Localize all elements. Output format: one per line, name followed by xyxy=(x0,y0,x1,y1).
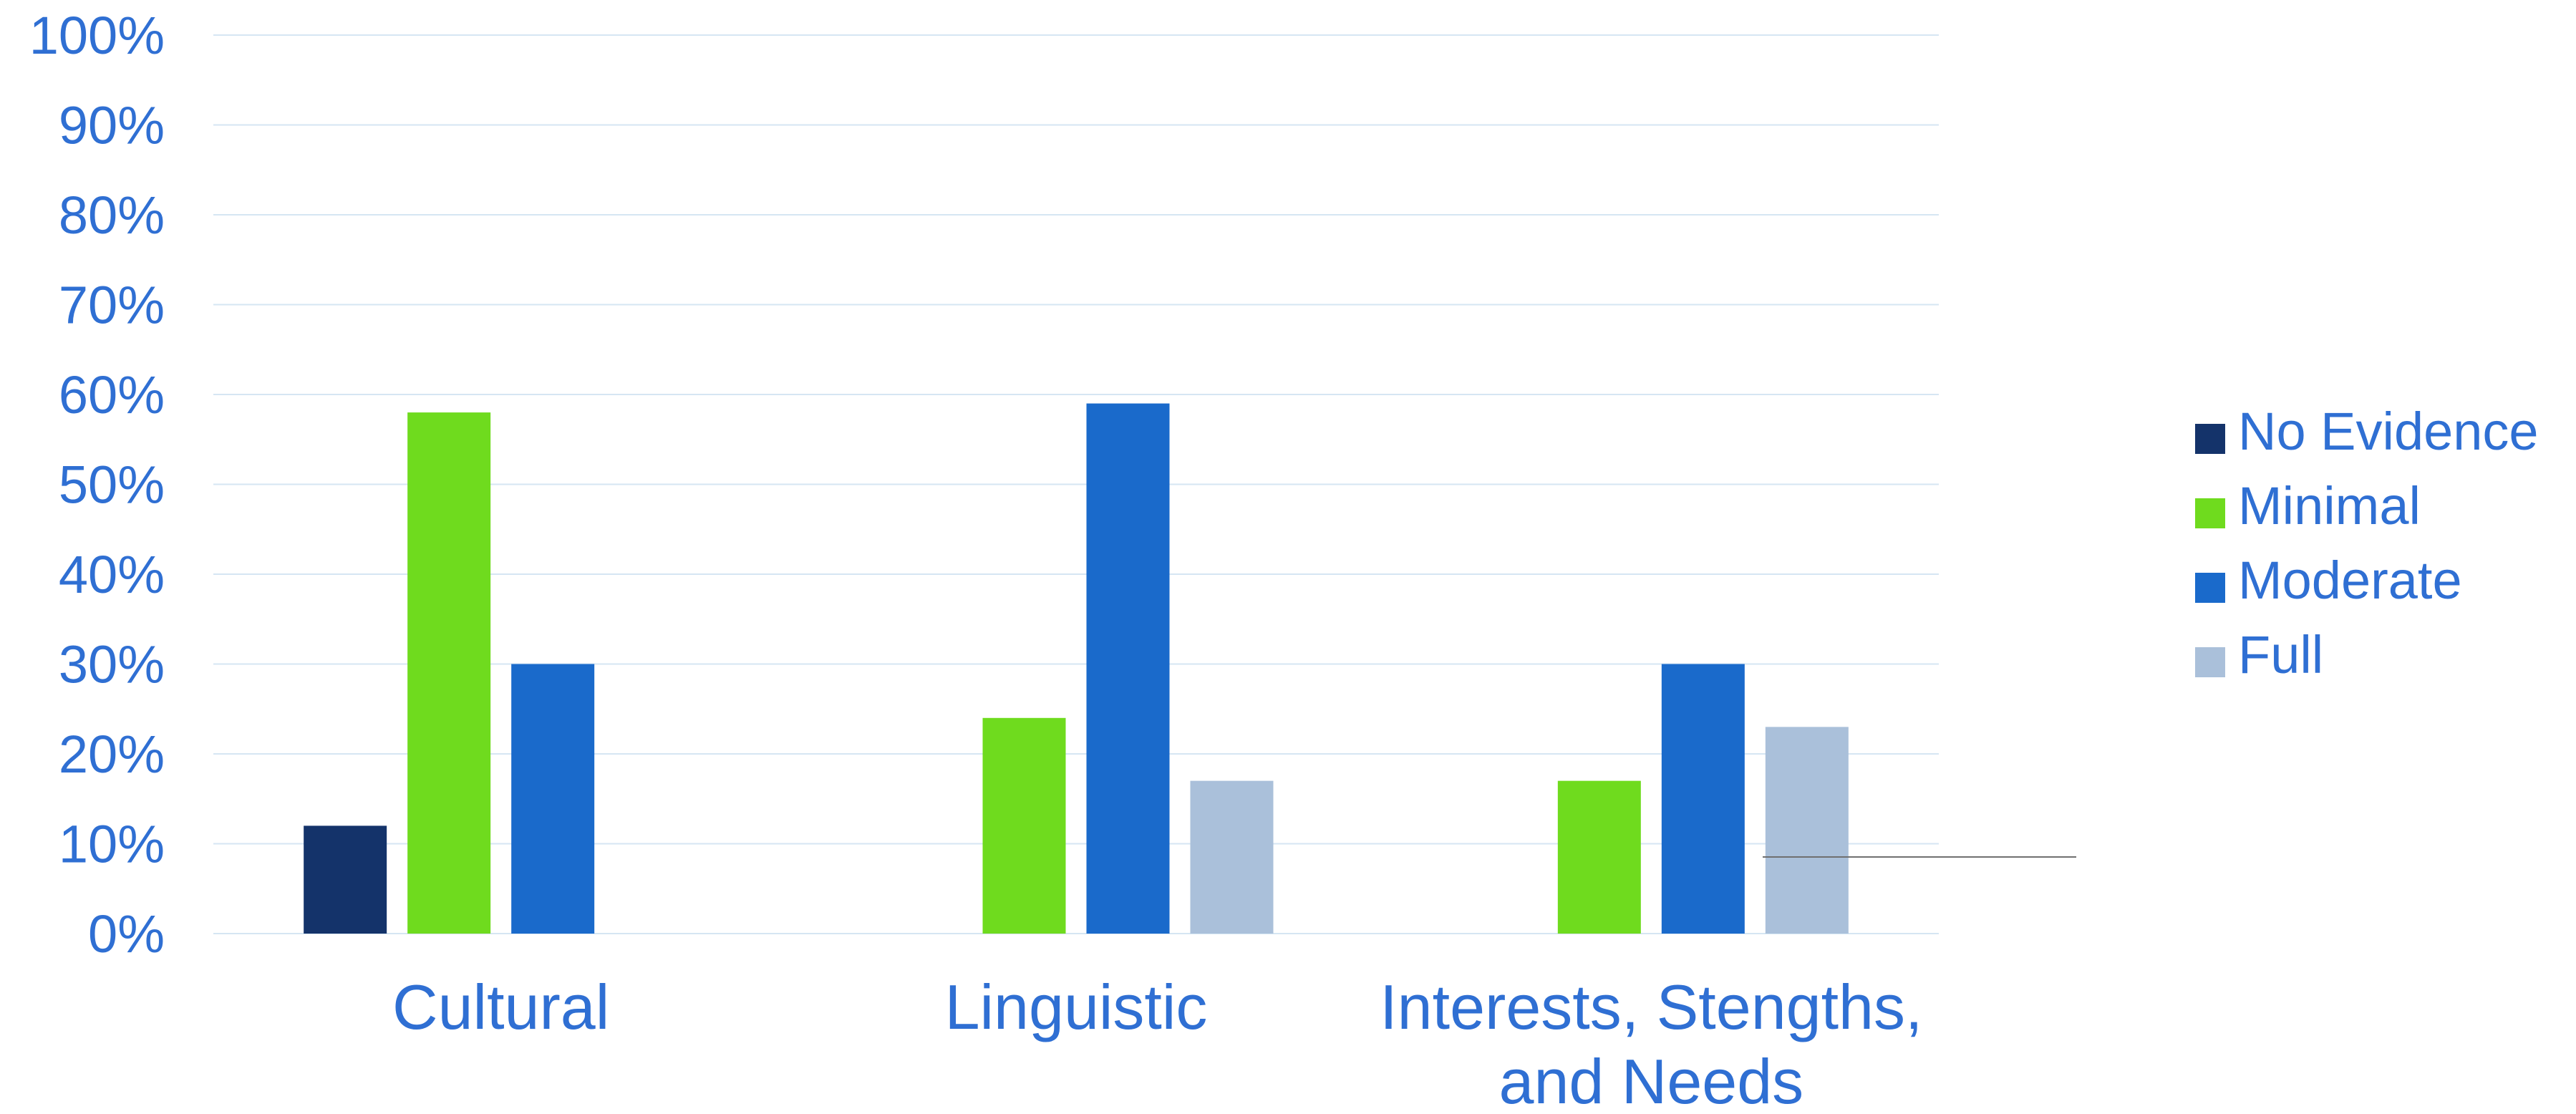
legend-swatch xyxy=(2195,647,2225,677)
y-tick-label: 10% xyxy=(59,815,165,874)
x-tick-label-line: Linguistic xyxy=(945,972,1208,1042)
x-tick-label-line: and Needs xyxy=(1499,1046,1804,1114)
legend-label: Full xyxy=(2238,625,2323,684)
bar xyxy=(1765,727,1849,934)
y-axis: 0% 10% 20% 30% 40% 50% 60% 70% 80% 90% 100% xyxy=(29,6,165,964)
y-tick-label: 60% xyxy=(59,365,165,425)
y-tick-label: 100% xyxy=(29,6,165,65)
y-tick-label: 70% xyxy=(59,276,165,335)
legend: No Evidence Minimal Moderate Full xyxy=(2195,402,2539,684)
y-tick-label: 50% xyxy=(59,455,165,515)
gridlines xyxy=(213,34,1939,934)
x-tick-label-line: Interests, Stengths, xyxy=(1380,972,1922,1042)
legend-swatch xyxy=(2195,498,2225,528)
legend-label: No Evidence xyxy=(2238,402,2539,461)
y-tick-label: 80% xyxy=(59,185,165,245)
y-tick-label: 40% xyxy=(59,545,165,604)
y-tick-label: 20% xyxy=(59,725,165,784)
bar xyxy=(1557,780,1641,934)
bar xyxy=(304,825,387,934)
y-tick-label: 30% xyxy=(59,635,165,694)
x-tick-label: Interests, Stengths, and Needs xyxy=(1380,972,1922,1114)
y-tick-label: 0% xyxy=(88,904,165,964)
legend-swatch xyxy=(2195,424,2225,454)
x-axis: Cultural Linguistic Interests, Stengths, an… xyxy=(392,972,1922,1114)
bar xyxy=(1661,664,1745,934)
legend-label: Moderate xyxy=(2238,551,2462,610)
bars xyxy=(304,403,1849,934)
bar xyxy=(1190,780,1274,934)
y-tick-label: 90% xyxy=(59,96,165,155)
legend-label: Minimal xyxy=(2238,476,2421,536)
x-tick-label: Linguistic xyxy=(945,972,1208,1042)
bar xyxy=(982,717,1066,934)
legend-swatch xyxy=(2195,573,2225,603)
x-tick-label: Cultural xyxy=(392,972,609,1042)
bar xyxy=(511,664,595,934)
x-tick-label-line: Cultural xyxy=(392,972,609,1042)
bar xyxy=(1086,403,1170,934)
bar xyxy=(407,412,491,934)
